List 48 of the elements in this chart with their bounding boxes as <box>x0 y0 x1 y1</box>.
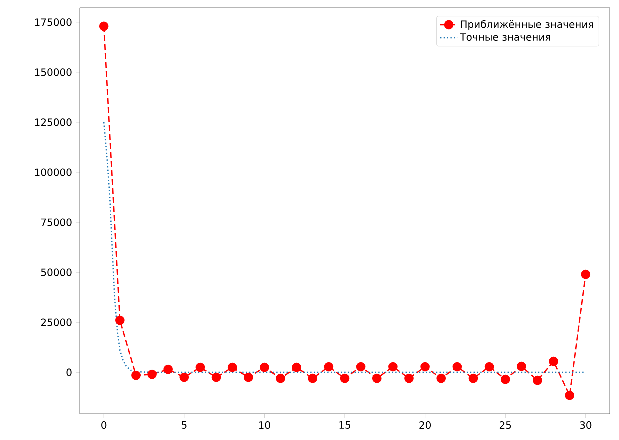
point <box>356 362 366 372</box>
point <box>340 374 350 384</box>
point <box>276 374 286 384</box>
x-tick-label: 15 <box>340 422 350 429</box>
point <box>452 362 462 372</box>
y-tick-label: 175000 <box>35 18 72 26</box>
x-tick-label: 10 <box>259 422 270 430</box>
y-tick-label: 0 <box>66 368 72 376</box>
point <box>292 362 302 372</box>
point <box>99 22 109 32</box>
point <box>388 362 398 372</box>
point <box>324 362 334 372</box>
point <box>148 370 157 380</box>
point <box>484 362 494 372</box>
point <box>244 372 254 382</box>
point <box>420 362 430 372</box>
point <box>581 270 591 280</box>
point <box>500 374 510 384</box>
point <box>260 362 270 372</box>
x-tick-label: 30 <box>580 422 592 430</box>
y-tick-label: 150000 <box>35 68 72 76</box>
x-tick-label: 20 <box>420 422 432 430</box>
x-tick-label: 25 <box>500 422 512 430</box>
legend-label: Приближённые значения <box>461 20 594 30</box>
point <box>372 374 382 384</box>
point <box>180 372 190 382</box>
point <box>404 374 414 384</box>
y-tick-label: 25000 <box>41 318 72 326</box>
point <box>549 356 558 366</box>
point <box>196 362 206 372</box>
point <box>132 370 141 380</box>
point <box>228 362 238 372</box>
y-tick-label: 75000 <box>41 218 72 226</box>
point <box>212 372 222 382</box>
point <box>436 374 446 384</box>
point <box>468 374 478 384</box>
point <box>565 390 574 400</box>
point <box>533 376 542 386</box>
point <box>308 374 318 384</box>
y-tick-label: 125000 <box>35 118 72 126</box>
point <box>517 362 526 372</box>
x-tick-label: 5 <box>182 422 187 429</box>
point <box>164 364 173 374</box>
y-tick-label: 100000 <box>35 168 72 176</box>
x-tick-label: 0 <box>102 422 107 430</box>
legend-label: Точные значения <box>460 34 550 42</box>
y-tick-label: 50000 <box>41 268 72 276</box>
point <box>116 316 125 326</box>
